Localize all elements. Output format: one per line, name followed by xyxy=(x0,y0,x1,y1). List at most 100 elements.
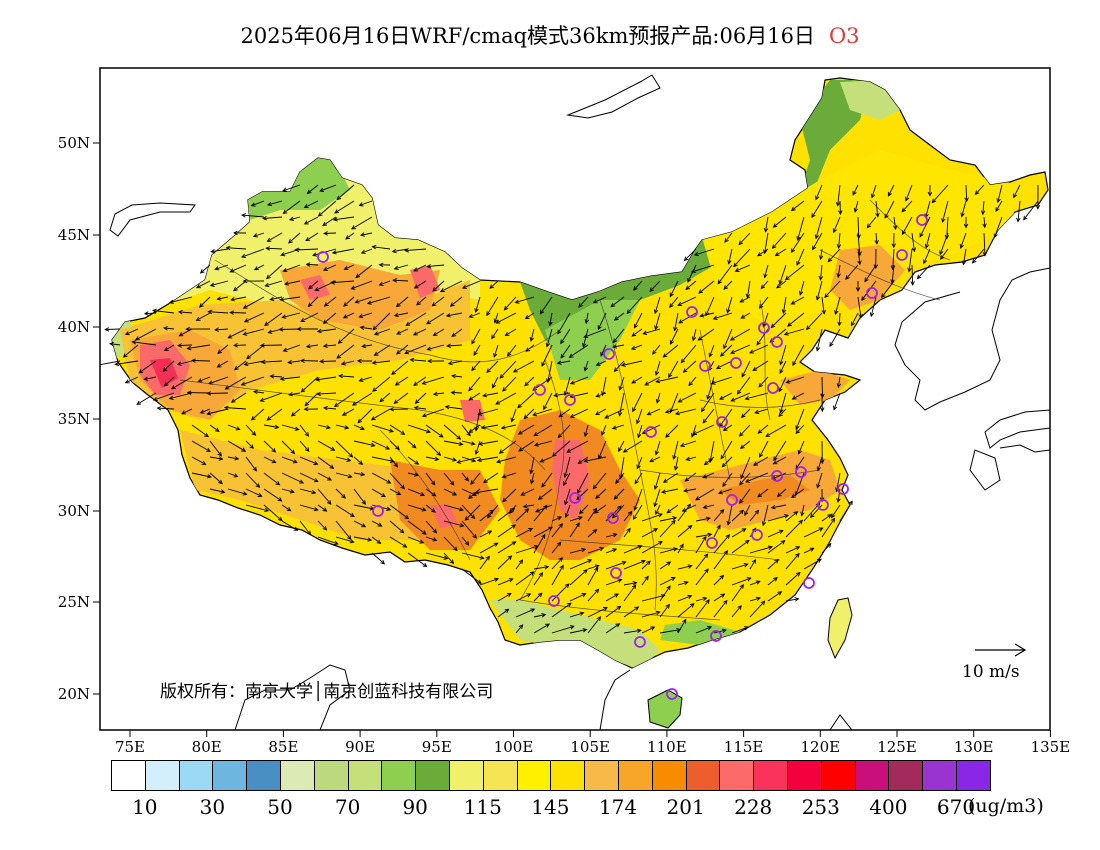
wind-arrow xyxy=(578,456,589,464)
wind-arrow xyxy=(333,216,355,221)
wind-arrowhead xyxy=(350,285,356,290)
wind-arrow xyxy=(289,392,301,396)
wind-arrow xyxy=(425,440,441,456)
wind-arrowhead xyxy=(754,409,760,414)
monitoring-site-marker xyxy=(317,251,329,263)
wind-arrow xyxy=(279,328,301,330)
wind-arrow xyxy=(407,488,425,496)
wind-arrowhead xyxy=(568,353,574,358)
wind-arrowhead xyxy=(634,606,640,611)
wind-arrowhead xyxy=(592,299,598,304)
longitude-label: 80E xyxy=(192,738,222,756)
wind-arrowhead xyxy=(414,399,420,404)
wind-arrow xyxy=(1017,200,1021,222)
monitoring-sites xyxy=(317,214,928,700)
wind-arrowhead xyxy=(785,379,791,384)
wind-arrow xyxy=(902,216,913,235)
monitoring-site-marker xyxy=(726,494,738,506)
wind-arrow xyxy=(191,360,211,362)
wind-arrowhead xyxy=(821,309,826,315)
wind-arrowhead xyxy=(476,457,482,463)
wind-arrowhead xyxy=(349,512,355,518)
wind-arrow xyxy=(982,200,985,215)
wind-arrow xyxy=(619,392,625,416)
wind-arrowhead xyxy=(776,492,782,498)
wind-arrowhead xyxy=(325,424,331,430)
wind-arrow xyxy=(757,424,769,434)
wind-arrowhead xyxy=(289,216,294,221)
wind-arrow xyxy=(621,360,643,366)
wind-arrowhead xyxy=(233,473,239,478)
wind-arrowhead xyxy=(393,399,399,404)
wind-arrow xyxy=(317,536,339,545)
wind-arrowhead xyxy=(594,564,600,569)
wind-arrowhead xyxy=(396,330,402,335)
wind-arrow xyxy=(371,472,391,484)
wind-arrowhead xyxy=(360,472,366,477)
wind-arrowhead xyxy=(845,275,850,280)
wind-arrow xyxy=(659,604,670,618)
wind-arrowhead xyxy=(631,584,637,590)
wind-arrowhead xyxy=(737,605,742,610)
wind-arrowhead xyxy=(564,500,569,506)
wind-arrow xyxy=(413,328,427,336)
wind-arrow xyxy=(507,344,517,357)
wind-arrow xyxy=(515,624,523,634)
wind-arrow xyxy=(634,488,643,511)
wind-arrowhead xyxy=(312,252,317,257)
wind-arrowhead xyxy=(582,342,587,348)
longitude-axis: 75E 80E 85E 90E 95E 100E 105E 110E 115E 120E 125E 1… xyxy=(115,730,1070,756)
wind-arrowhead xyxy=(683,256,689,262)
wind-arrowhead xyxy=(259,343,265,348)
wind-arrow xyxy=(451,375,463,378)
wind-arrowhead xyxy=(661,489,667,494)
wind-arrowhead xyxy=(395,445,400,451)
wind-arrowhead xyxy=(266,237,272,242)
wind-arrowhead xyxy=(303,220,309,225)
wind-arrowhead xyxy=(459,523,465,528)
wind-arrowhead xyxy=(114,361,120,367)
wind-arrow xyxy=(144,312,157,315)
wind-arrow xyxy=(153,392,175,401)
wind-arrowhead xyxy=(358,202,364,207)
wind-arrow xyxy=(570,408,589,418)
wind-arrow xyxy=(530,472,535,484)
wind-arrowhead xyxy=(741,372,746,378)
wind-arrow xyxy=(655,440,661,455)
wind-arrow xyxy=(515,508,529,522)
wind-arrowhead xyxy=(360,249,366,254)
wind-arrowhead xyxy=(633,286,638,291)
wind-arrowhead xyxy=(615,623,621,628)
wind-arrow xyxy=(861,280,877,301)
wind-arrowhead xyxy=(982,223,987,229)
wind-arrow xyxy=(243,296,265,309)
wind-arrowhead xyxy=(927,191,933,197)
wind-arrowhead xyxy=(356,358,362,364)
wind-arrowhead xyxy=(342,314,348,319)
wind-arrow xyxy=(339,375,355,378)
wind-arrow xyxy=(612,504,625,519)
wind-arrow xyxy=(468,376,481,391)
wind-arrow xyxy=(641,528,658,538)
wind-arrow xyxy=(730,328,751,341)
wind-arrow xyxy=(812,232,823,250)
wind-arrow xyxy=(198,376,211,382)
wind-arrow xyxy=(345,232,355,240)
wind-arrowhead xyxy=(634,479,639,485)
wind-arrowhead xyxy=(361,500,366,506)
wind-arrowhead xyxy=(613,367,619,373)
wind-arrow xyxy=(499,440,517,454)
wind-arrowhead xyxy=(730,397,736,402)
wind-arrow xyxy=(263,216,283,219)
wind-arrowhead xyxy=(708,458,713,464)
wind-arrow xyxy=(546,328,553,347)
latitude-label: 40N xyxy=(58,318,90,336)
wind-arrow xyxy=(601,424,607,436)
wind-arrow xyxy=(677,503,691,522)
wind-arrow xyxy=(684,472,697,482)
wind-arrowhead xyxy=(744,478,750,483)
wind-arrow xyxy=(389,472,405,490)
wind-arrowhead xyxy=(707,626,713,631)
wind-arrow xyxy=(152,309,175,314)
wind-reference-legend: 10 m/s xyxy=(962,643,1027,682)
